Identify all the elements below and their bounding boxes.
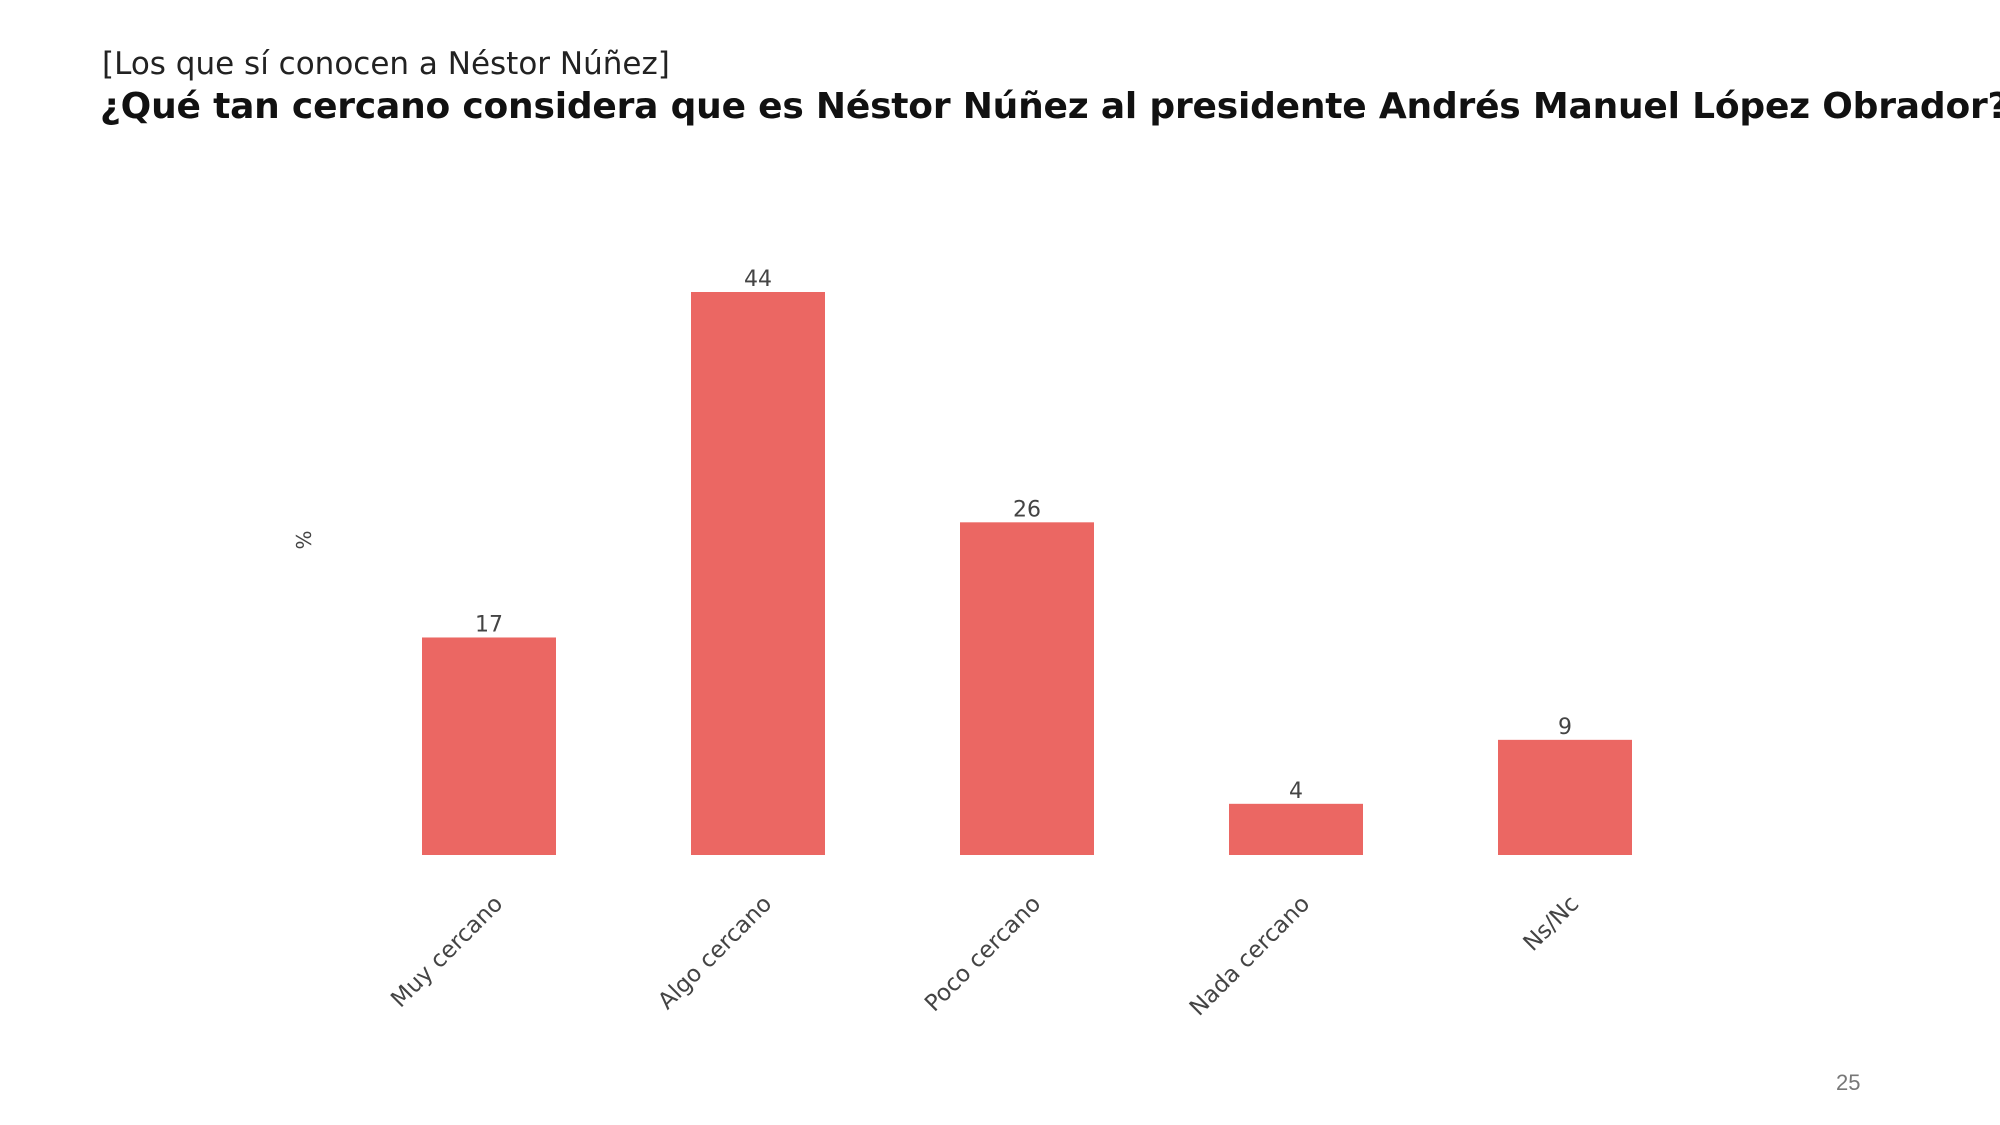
category-label: Muy cercano — [386, 891, 508, 1013]
category-labels-group: Muy cercano Algo cercano Poco cercano Nada … — [386, 891, 1584, 1021]
bar-muy-cercano — [422, 637, 556, 855]
value-label: 44 — [744, 267, 772, 292]
value-label: 17 — [475, 612, 503, 637]
slide-subtitle: [Los que sí conocen a Néstor Núñez] — [102, 46, 670, 82]
page-number: 25 — [1836, 1070, 1861, 1095]
value-labels-group: 17 44 26 4 9 — [475, 267, 1572, 804]
bar-poco-cercano — [960, 522, 1094, 855]
category-label: Poco cercano — [920, 891, 1046, 1017]
y-axis-label: % — [291, 530, 315, 549]
value-label: 9 — [1558, 715, 1572, 740]
category-label: Ns/Nc — [1519, 891, 1585, 957]
slide-title: ¿Qué tan cercano considera que es Néstor… — [100, 86, 2000, 127]
category-label: Algo cercano — [653, 891, 777, 1015]
value-label: 26 — [1013, 497, 1041, 522]
bars-group — [422, 292, 1632, 855]
category-label: Nada cercano — [1185, 891, 1315, 1021]
bar-nada-cercano — [1229, 803, 1363, 855]
value-label: 4 — [1289, 779, 1303, 804]
bar-ns-nc — [1498, 739, 1632, 855]
bar-algo-cercano — [691, 292, 825, 855]
